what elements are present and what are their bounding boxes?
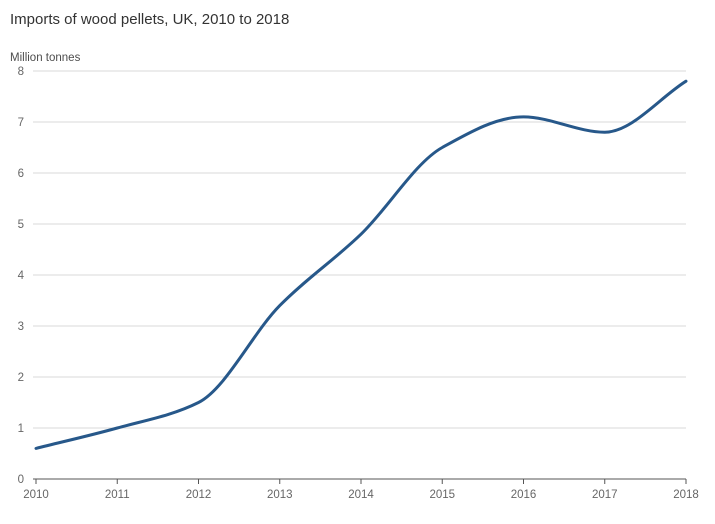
x-tick-label: 2010 [23, 489, 49, 501]
x-axis-ticks: 2010 2011 2012 2013 2014 2015 2016 2017 2018 [23, 479, 699, 501]
x-tick-label: 2012 [186, 489, 212, 501]
x-tick-label: 2011 [105, 489, 130, 501]
y-tick-label: 2 [18, 372, 24, 384]
chart-title: Imports of wood pellets, UK, 2010 to 201… [10, 11, 289, 28]
y-tick-label: 8 [18, 66, 24, 78]
y-tick-label: 0 [18, 474, 24, 486]
y-tick-label: 7 [18, 117, 24, 129]
gridlines [33, 70, 686, 429]
y-tick-label: 6 [18, 168, 24, 180]
x-tick-label: 2014 [348, 489, 374, 501]
x-tick-label: 2016 [511, 489, 537, 501]
x-tick-label: 2013 [267, 489, 293, 501]
y-tick-label: 3 [18, 321, 24, 333]
series-group [34, 79, 688, 450]
x-tick-label: 2015 [429, 489, 455, 501]
y-tick-label: 4 [18, 270, 25, 282]
y-tick-label: 1 [18, 423, 24, 435]
x-tick-label: 2018 [673, 489, 699, 501]
y-tick-label: 5 [18, 219, 24, 231]
y-axis-ticks: 0 1 2 3 4 5 6 7 8 [18, 66, 25, 486]
x-tick-label: 2017 [592, 489, 618, 501]
y-axis-unit-label: Million tonnes [10, 52, 81, 64]
series-line [34, 79, 688, 450]
